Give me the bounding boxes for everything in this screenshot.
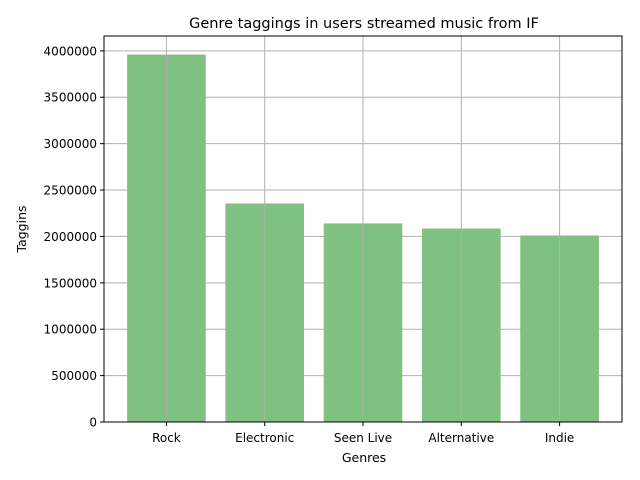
bars-layer [127, 36, 599, 423]
y-axis-label: Taggins [14, 205, 29, 253]
y-tick-label: 0 [89, 416, 97, 430]
y-tick-label: 4000000 [44, 44, 97, 58]
y-tick-label: 2000000 [44, 230, 97, 244]
y-tick-label: 1000000 [44, 323, 97, 337]
x-axis-label: Genres [342, 450, 386, 465]
y-tick-label: 3500000 [44, 91, 97, 105]
x-tick-label: Indie [545, 431, 574, 445]
y-tick-label: 1500000 [44, 276, 97, 290]
chart-title: Genre taggings in users streamed music f… [189, 16, 539, 32]
x-tick-label: Rock [152, 431, 181, 445]
y-tick-label: 2500000 [44, 184, 97, 198]
x-tick-label: Seen Live [334, 431, 392, 445]
y-tick-label: 500000 [51, 369, 97, 383]
ticks-layer: 0 500000 1000000 1500000 2000000 2500000 30000… [44, 44, 575, 445]
x-tick-label: Alternative [428, 431, 494, 445]
x-tick-label: Electronic [235, 431, 294, 445]
y-tick-label: 3000000 [44, 137, 97, 151]
